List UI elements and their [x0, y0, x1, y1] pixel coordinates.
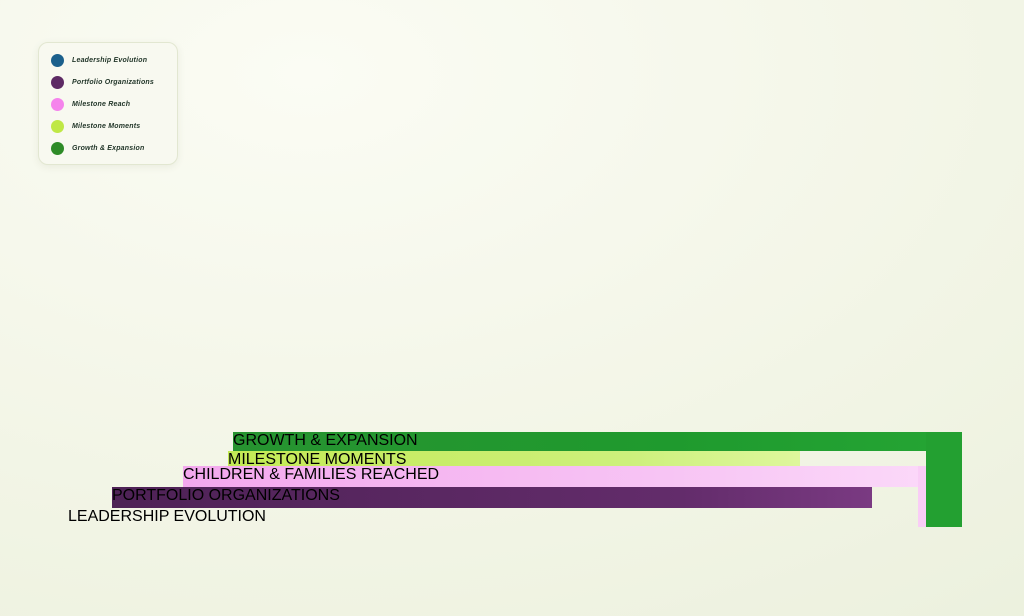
legend-dot-leadership [51, 54, 64, 67]
legend-item-leadership-evolution: Leadership Evolution [51, 54, 167, 67]
bar-label: GROWTH & EXPANSION [233, 432, 418, 449]
legend-item-milestone-reach: Milestone Reach [51, 98, 167, 111]
legend: Leadership Evolution Portfolio Organizat… [38, 42, 178, 165]
legend-dot-portfolio [51, 76, 64, 89]
stem-2010-portfolio [0, 224, 1024, 351]
legend-label: Milestone Moments [72, 123, 141, 130]
bar-growth-expansion: GROWTH & EXPANSION [233, 432, 962, 451]
bar-portfolio-organizations: PORTFOLIO ORGANIZATIONS [112, 487, 872, 508]
legend-dot-milestone-moments [51, 120, 64, 133]
legend-label: Milestone Reach [72, 101, 131, 108]
bar-children-families-reached: CHILDREN & FAMILIES REACHED [183, 466, 926, 487]
bar-label: CHILDREN & FAMILIES REACHED [183, 466, 440, 483]
bar-milestone-moments: MILESTONE MOMENTS [228, 451, 800, 468]
bar-label: LEADERSHIP EVOLUTION [68, 508, 266, 525]
legend-item-portfolio-organizations: Portfolio Organizations [51, 76, 167, 89]
legend-dot-milestone-reach [51, 98, 64, 111]
bar-leadership-evolution: LEADERSHIP EVOLUTION [68, 508, 918, 527]
legend-dot-growth [51, 142, 64, 155]
legend-label: Leadership Evolution [72, 57, 148, 64]
bar-label: MILESTONE MOMENTS [228, 451, 407, 468]
legend-item-milestone-moments: Milestone Moments [51, 120, 167, 133]
legend-label: Portfolio Organizations [72, 79, 154, 86]
legend-label: Growth & Expansion [72, 145, 145, 152]
stem-2010-reach [0, 351, 1024, 417]
bar-label: PORTFOLIO ORGANIZATIONS [112, 487, 340, 504]
legend-item-growth-expansion: Growth & Expansion [51, 142, 167, 155]
bar-children-right-block [918, 466, 926, 527]
bar-growth-expansion-right-block [926, 432, 962, 527]
